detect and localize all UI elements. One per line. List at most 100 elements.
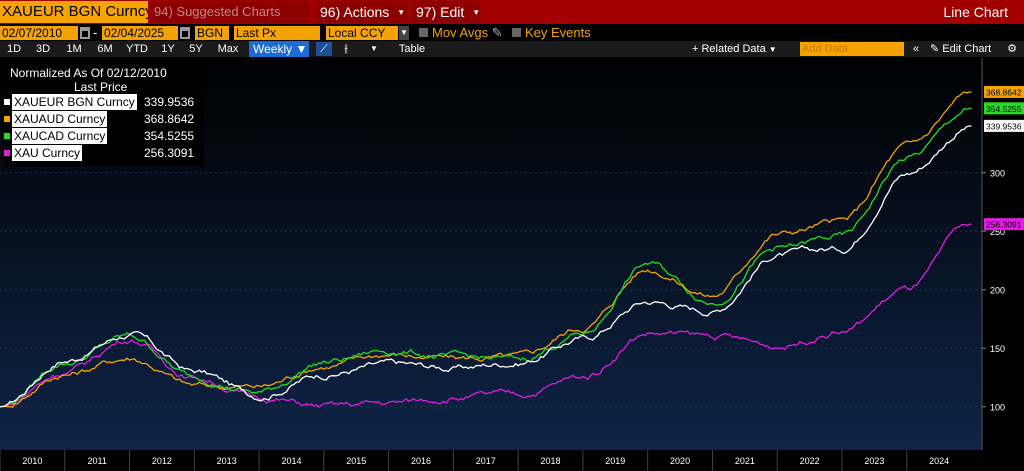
pencil-icon[interactable]: ✎ [491,25,503,40]
edit-chart-label: Edit Chart [942,43,992,55]
collapse-double-chevron-icon[interactable]: « [912,43,920,55]
y-tick-label: 150 [990,344,1005,354]
legend-item-xaueur[interactable]: XAUEUR BGN Curncy 339.9536 [4,94,204,111]
legend-subtitle: Last Price [74,80,128,94]
x-tick-label: 2024 [929,456,949,466]
series-line [0,91,972,408]
security-ticker-field[interactable]: XAUEUR BGN Curncy [0,1,148,23]
legend-series-name: XAUEUR BGN Curncy [12,94,137,110]
chart-panel[interactable]: 100 150 200 250 300 2010 2011 2012 2013 2014 2015… [0,58,1024,471]
legend: Normalized As Of 02/12/2010 Last Price X… [4,66,204,166]
legend-series-name: XAU Curncy [12,145,83,161]
line-chart-icon[interactable]: ⟋ [316,42,332,56]
legend-item-xau[interactable]: XAU Curncy 256.3091 [4,145,204,162]
x-axis: 2010 2011 2012 2013 2014 2015 2016 2017 2018 2019… [0,450,982,471]
last-price-tag-text: 368.8642 [986,87,1022,97]
legend-series-name: XAUAUD Curncy [12,111,108,127]
series-line [0,125,972,408]
legend-swatch [4,150,10,156]
y-tick-label: 250 [990,227,1005,237]
legend-title: Normalized As Of 02/12/2010 [10,66,167,80]
currency-select[interactable]: Local CCY [326,26,398,40]
legend-swatch [4,99,10,105]
last-price-tag [984,85,1024,98]
y-tick-label: 300 [990,169,1005,179]
legend-series-name: XAUCAD Curncy [12,128,108,144]
chevron-down-icon: ▼ [472,8,481,17]
period-6m[interactable]: 6M [97,43,113,55]
x-tick-label: 2020 [670,456,690,466]
market-field-select[interactable]: Last Px [234,26,320,40]
chevron-down-icon: ▼ [768,45,777,54]
period-max[interactable]: Max [217,43,239,55]
x-tick-label: 2013 [217,456,237,466]
x-axis-strip [0,450,982,471]
legend-item-xaucad[interactable]: XAUCAD Curncy 354.5255 [4,128,204,145]
last-price-tag-text: 256.3091 [986,220,1022,230]
x-tick-label: 2023 [864,456,884,466]
legend-series-value: 368.8642 [144,112,195,126]
y-tick-label: 100 [990,403,1005,413]
legend-item-xauaud[interactable]: XAUAUD Curncy 368.8642 [4,111,204,128]
frequency-select[interactable]: Weekly ▼ [249,41,309,57]
window-title: Line Chart [943,4,1008,20]
period-1y[interactable]: 1Y [161,43,175,55]
related-data-button[interactable]: + Related Data ▼ [692,41,777,57]
period-3d[interactable]: 3D [35,43,51,55]
line-chart[interactable]: 100 150 200 250 300 2010 2011 2012 2013 2014 2015… [0,58,1024,471]
add-data-input[interactable]: Add Data [800,42,904,56]
pencil-icon: ✎ [930,43,940,55]
mov-avgs-text: Mov Avgs [432,25,489,40]
end-date-field[interactable]: 02/04/2025 [102,26,178,40]
period-1d[interactable]: 1D [6,43,22,55]
last-price-tags: 339.9536 368.8642 354.5255 256.3091 [984,85,1024,231]
key-events-checkbox[interactable] [512,28,521,37]
actions-menu-label: 96) Actions [320,4,390,20]
series-line [0,223,972,409]
last-price-tag [984,119,1024,132]
x-tick-label: 2016 [411,456,431,466]
x-tick-label: 2011 [87,456,106,466]
x-tick-label: 2022 [800,456,820,466]
period-1m[interactable]: 1M [66,43,82,55]
x-tick-label: 2021 [735,456,755,466]
last-price-tag [984,102,1024,115]
x-tick-label: 2014 [281,456,301,466]
calendar-icon[interactable] [80,27,90,39]
gear-icon[interactable]: ⚙ [1007,43,1017,55]
x-tick-label: 2012 [152,456,172,466]
related-data-label: + Related Data [692,43,766,55]
legend-series-value: 339.9536 [144,95,195,109]
start-date-field[interactable]: 02/07/2010 [0,26,78,40]
chevron-down-icon[interactable]: ▼ [370,44,378,53]
chevron-down-icon: ▼ [397,8,406,17]
grid-lines [0,172,982,408]
pricing-source-field[interactable]: BGN [195,26,229,40]
x-tick-label: 2019 [605,456,625,466]
chevron-down-icon[interactable]: ▼ [399,26,409,40]
x-tick-label: 2017 [476,456,496,466]
x-tick-label: 2018 [541,456,561,466]
x-tick-label: 2015 [346,456,366,466]
candlestick-icon[interactable]: ⫲ [344,43,348,55]
suggested-charts-menu[interactable]: 94) Suggested Charts [150,1,310,23]
mov-avgs-checkbox[interactable] [419,28,428,37]
edit-menu[interactable]: 97) Edit ▼ [412,1,480,23]
period-5y[interactable]: 5Y [189,43,203,55]
legend-series-value: 354.5255 [144,129,195,143]
legend-swatch [4,133,10,139]
calendar-icon[interactable] [180,27,190,39]
y-tick-label: 200 [990,286,1005,296]
mov-avgs-label[interactable]: Mov Avgs ✎ [432,25,503,41]
edit-chart-button[interactable]: ✎ Edit Chart [930,41,991,57]
x-tick-label: 2010 [22,456,42,466]
legend-series-value: 256.3091 [144,146,195,160]
actions-menu[interactable]: 96) Actions ▼ [316,1,408,23]
last-price-tag-text: 339.9536 [986,121,1022,131]
last-price-tag [984,218,1024,231]
table-button[interactable]: Table [398,43,426,55]
period-ytd[interactable]: YTD [126,43,148,55]
key-events-label[interactable]: Key Events [525,25,591,40]
edit-menu-label: 97) Edit [416,4,465,20]
series-line [0,107,972,408]
